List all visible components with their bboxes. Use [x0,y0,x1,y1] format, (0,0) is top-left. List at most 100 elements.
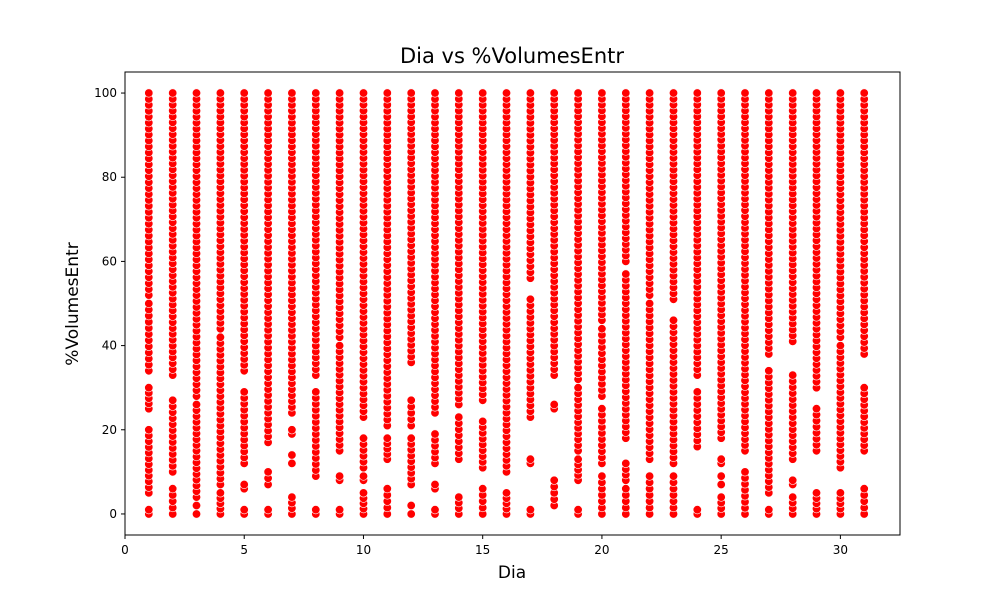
data-point [287,425,297,435]
data-point [382,433,392,443]
data-point [621,484,631,494]
data-point [788,475,798,485]
data-point [621,88,631,98]
data-point [168,484,178,494]
data-point [358,471,368,481]
data-point [406,509,416,519]
data-point [621,269,631,279]
data-point [859,383,869,393]
data-point [192,88,202,98]
y-axis-label: %VolumesEntr [63,242,83,365]
y-tick-label: 40 [102,339,117,353]
data-point [311,505,321,515]
data-point [788,492,798,502]
data-point [215,488,225,498]
data-point [335,505,345,515]
data-point [668,88,678,98]
data-point [764,366,774,376]
data-point [430,88,440,98]
data-point [573,383,583,393]
plot-frame [124,71,901,536]
y-tick-label: 100 [94,86,117,100]
data-point [358,488,368,498]
data-point [192,500,202,510]
data-point [406,395,416,405]
data-point [335,88,345,98]
data-point [406,500,416,510]
data-point [478,484,488,494]
data-point [287,458,297,468]
data-point [668,315,678,325]
data-point [764,88,774,98]
data-point [430,479,440,489]
data-point [597,324,607,334]
data-point [788,88,798,98]
data-point [215,88,225,98]
data-point [549,399,559,409]
data-point [835,88,845,98]
data-point [144,425,154,435]
y-tick-label: 20 [102,423,117,437]
data-point [525,505,535,515]
y-tick-label: 0 [109,507,117,521]
data-point [406,88,416,98]
data-point [716,88,726,98]
data-point [573,505,583,515]
data-point [740,88,750,98]
data-point [501,488,511,498]
data-point [311,88,321,98]
data-point [382,484,392,494]
data-point [144,88,154,98]
data-point [501,88,511,98]
scatter-points [144,88,869,519]
data-point [597,404,607,414]
data-point [335,471,345,481]
data-point [621,458,631,468]
data-point [335,341,345,351]
x-axis: 0 5 10 15 20 25 30 [121,535,848,557]
data-point [358,433,368,443]
data-point [573,454,583,464]
data-point [311,387,321,397]
data-point [668,471,678,481]
data-point [597,471,607,481]
data-point [168,395,178,405]
data-point [263,505,273,515]
chart-title: Dia vs %VolumesEntr [400,44,624,68]
data-point [835,488,845,498]
data-point [478,416,488,426]
data-point [406,433,416,443]
data-point [144,383,154,393]
y-axis: 0 20 40 60 80 100 [94,86,125,521]
data-point [287,492,297,502]
data-point [645,298,655,308]
y-tick-label: 60 [102,254,117,268]
data-point [525,454,535,464]
data-point [811,404,821,414]
data-point [287,88,297,98]
data-point [239,387,249,397]
data-point [692,505,702,515]
data-point [454,88,464,98]
data-point [192,509,202,519]
data-point [358,88,368,98]
data-point [287,450,297,460]
data-point [168,88,178,98]
x-tick-label: 15 [475,543,490,557]
data-point [239,88,249,98]
x-tick-label: 5 [240,543,248,557]
data-point [788,370,798,380]
data-point [192,399,202,409]
data-point [430,429,440,439]
data-point [716,454,726,464]
data-point [573,88,583,98]
data-point [549,88,559,98]
data-point [692,88,702,98]
data-point [859,484,869,494]
x-tick-label: 30 [833,543,848,557]
data-point [645,471,655,481]
data-point [764,505,774,515]
data-point [454,412,464,422]
data-point [239,479,249,489]
